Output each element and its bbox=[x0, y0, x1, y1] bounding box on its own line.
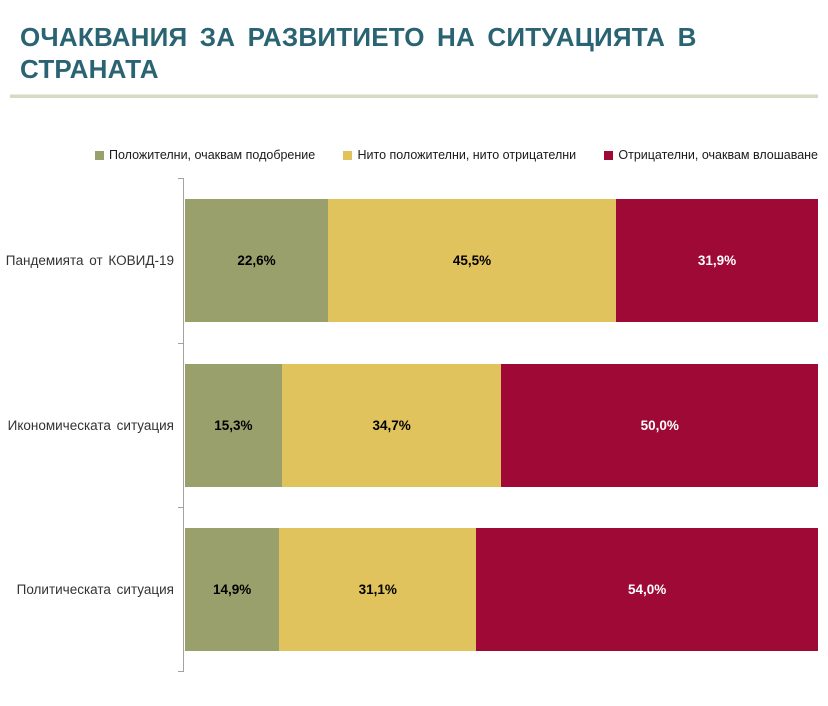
legend-swatch-negative bbox=[604, 150, 614, 160]
bar-segment: 50,0% bbox=[501, 363, 818, 487]
bar-segment: 31,9% bbox=[616, 198, 818, 322]
bar-track: 22,6% 45,5% 31,9% bbox=[185, 198, 818, 322]
legend-item-negative: Отрицателни, очаквам влошаване bbox=[604, 148, 818, 162]
legend-swatch-positive bbox=[95, 150, 104, 160]
y-axis-tick bbox=[178, 671, 183, 672]
legend-label-neutral: Нито положителни, нито отрицателни bbox=[357, 148, 577, 162]
bar-segment: 45,5% bbox=[328, 198, 617, 322]
y-axis-tick bbox=[178, 507, 183, 509]
segment-value-label: 54,0% bbox=[627, 582, 667, 598]
bar-segment: 15,3% bbox=[185, 363, 282, 487]
segment-value-label: 15,3% bbox=[214, 417, 253, 433]
segment-value-label: 50,0% bbox=[640, 417, 679, 433]
bar-rows: Пандемията от КОВИД-19 22,6% 45,5% 31,9% Ико… bbox=[0, 178, 828, 672]
legend-item-neutral: Нито положителни, нито отрицателни bbox=[343, 148, 576, 162]
segment-value-label: 31,9% bbox=[697, 252, 737, 268]
chart-legend: Положителни, очаквам подобрение Нито пол… bbox=[95, 148, 818, 162]
category-label: Икономическата ситуация bbox=[7, 417, 174, 433]
legend-item-positive: Положителни, очаквам подобрение bbox=[95, 148, 315, 162]
y-axis-tick bbox=[178, 342, 183, 344]
bar-segment: 22,6% bbox=[185, 198, 329, 322]
legend-label-negative: Отрицателни, очаквам влошаване bbox=[618, 148, 818, 162]
segment-value-label: 22,6% bbox=[237, 252, 276, 268]
legend-swatch-neutral bbox=[343, 150, 353, 160]
bar-track: 15,3% 34,7% 50,0% bbox=[185, 363, 818, 487]
segment-value-label: 31,1% bbox=[358, 582, 397, 598]
segment-value-label: 34,7% bbox=[372, 417, 411, 433]
category-label: Пандемията от КОВИД-19 bbox=[5, 252, 174, 268]
bar-row: Икономическата ситуация 15,3% 34,7% 50,0% bbox=[0, 343, 828, 508]
page-title: ОЧАКВАНИЯ ЗА РАЗВИТИЕТО НА СИТУАЦИЯТА В … bbox=[20, 22, 697, 84]
bar-track: 14,9% 31,1% 54,0% bbox=[185, 528, 818, 652]
bar-segment: 14,9% bbox=[185, 528, 280, 652]
legend-label-positive: Положителни, очаквам подобрение bbox=[109, 148, 316, 162]
y-axis-line bbox=[183, 178, 184, 672]
bar-row: Пандемията от КОВИД-19 22,6% 45,5% 31,9% bbox=[0, 178, 828, 343]
segment-value-label: 45,5% bbox=[452, 252, 492, 268]
category-label: Политическата ситуация bbox=[16, 582, 174, 598]
stacked-bar-chart: Пандемията от КОВИД-19 22,6% 45,5% 31,9% Ико… bbox=[0, 178, 828, 672]
bar-row: Политическата ситуация 14,9% 31,1% 54,0% bbox=[0, 507, 828, 672]
bar-segment: 34,7% bbox=[281, 363, 502, 487]
bar-segment: 54,0% bbox=[476, 528, 818, 652]
segment-value-label: 14,9% bbox=[213, 582, 252, 598]
bar-segment: 31,1% bbox=[279, 528, 477, 652]
title-divider bbox=[10, 94, 818, 98]
y-axis-tick bbox=[178, 178, 183, 179]
